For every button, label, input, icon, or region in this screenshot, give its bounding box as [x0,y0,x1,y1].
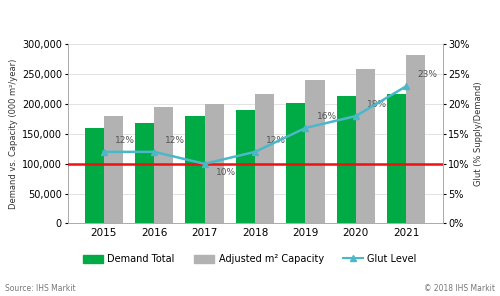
Y-axis label: Demand vs. Capacity (000 m²/year): Demand vs. Capacity (000 m²/year) [8,59,18,209]
Text: 12%: 12% [115,136,135,145]
Bar [286,103,306,223]
Legend: Demand Total, Adjusted m² Capacity, Glut Level: Demand Total, Adjusted m² Capacity, Glut… [80,250,420,268]
Bar [186,116,204,223]
Text: Source: IHS Markit: Source: IHS Markit [5,284,76,293]
Bar [406,54,426,223]
Bar [204,104,224,223]
Text: Large TFT LCD panel supply/demand by year: Large TFT LCD panel supply/demand by yea… [6,15,340,28]
Bar [154,107,174,223]
Bar [306,80,324,223]
Text: 23%: 23% [418,70,438,79]
Text: 12%: 12% [266,136,286,145]
Bar [104,116,123,223]
Bar [84,128,103,223]
Text: 10%: 10% [216,168,236,177]
Bar [336,96,356,223]
Text: 12%: 12% [165,136,185,145]
Text: 18%: 18% [367,100,387,109]
Text: 16%: 16% [316,112,336,121]
Bar [255,94,274,223]
Bar [236,110,255,223]
Bar [356,70,375,223]
Bar [387,94,406,223]
Bar [135,123,154,223]
Y-axis label: Glut (% Supply/Demand): Glut (% Supply/Demand) [474,82,483,186]
Text: © 2018 IHS Markit: © 2018 IHS Markit [424,284,495,293]
